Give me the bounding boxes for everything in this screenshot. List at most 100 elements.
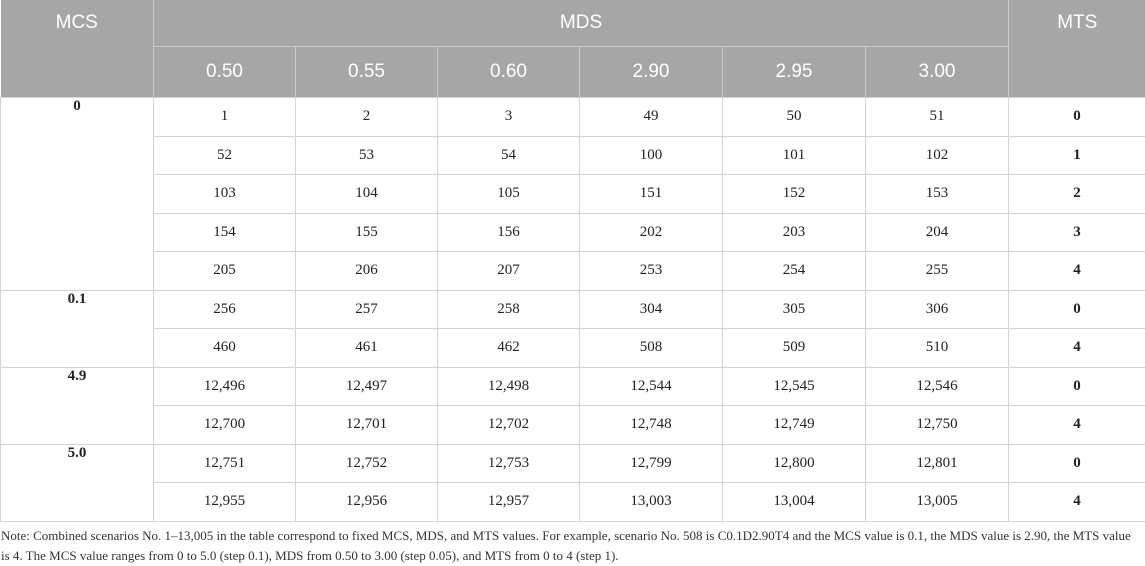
mts-value: 4 (1009, 329, 1145, 368)
mcs-header: MCS (1, 0, 154, 98)
scenario-cell: 306 (866, 290, 1009, 329)
scenario-cell: 510 (866, 329, 1009, 368)
scenario-cell: 155 (296, 213, 438, 252)
table-row: 154 155 156 202 203 204 3 (1, 213, 1145, 252)
table-row: 12,700 12,701 12,702 12,748 12,749 12,75… (1, 406, 1145, 445)
scenario-cell: 156 (438, 213, 580, 252)
scenario-cell: 12,956 (296, 483, 438, 522)
mcs-value: 5.0 (1, 444, 154, 521)
mds-value-header: 0.50 (154, 47, 296, 98)
scenario-cell: 12,496 (154, 367, 296, 406)
scenario-cell: 254 (723, 252, 866, 291)
scenario-cell: 101 (723, 136, 866, 175)
scenario-cell: 12,497 (296, 367, 438, 406)
table-row: 0.1 256 257 258 304 305 306 0 (1, 290, 1145, 329)
scenario-cell: 13,003 (580, 483, 723, 522)
mcs-value: 4.9 (1, 367, 154, 444)
table-row: 52 53 54 100 101 102 1 (1, 136, 1145, 175)
scenario-cell: 258 (438, 290, 580, 329)
mts-header: MTS (1009, 0, 1145, 98)
scenario-cell: 12,750 (866, 406, 1009, 445)
mds-value-header: 3.00 (866, 47, 1009, 98)
mts-value: 0 (1009, 98, 1145, 137)
table-row: 4.9 12,496 12,497 12,498 12,544 12,545 1… (1, 367, 1145, 406)
scenario-cell: 256 (154, 290, 296, 329)
scenario-cell: 50 (723, 98, 866, 137)
scenario-cell: 12,799 (580, 444, 723, 483)
scenario-cell: 253 (580, 252, 723, 291)
scenario-cell: 462 (438, 329, 580, 368)
mts-value: 0 (1009, 290, 1145, 329)
mts-value: 0 (1009, 367, 1145, 406)
table-note: Note: Combined scenarios No. 1–13,005 in… (1, 526, 1141, 566)
mts-value: 0 (1009, 444, 1145, 483)
scenario-cell: 207 (438, 252, 580, 291)
scenario-cell: 13,004 (723, 483, 866, 522)
scenario-cell: 12,800 (723, 444, 866, 483)
scenario-cell: 49 (580, 98, 723, 137)
scenario-cell: 461 (296, 329, 438, 368)
scenario-cell: 12,546 (866, 367, 1009, 406)
mcs-value: 0.1 (1, 290, 154, 367)
scenario-cell: 2 (296, 98, 438, 137)
scenario-cell: 53 (296, 136, 438, 175)
scenario-cell: 205 (154, 252, 296, 291)
mcs-value: 0 (1, 98, 154, 291)
scenario-cell: 304 (580, 290, 723, 329)
scenario-cell: 100 (580, 136, 723, 175)
scenario-cell: 12,752 (296, 444, 438, 483)
scenario-cell: 12,748 (580, 406, 723, 445)
scenario-cell: 105 (438, 175, 580, 214)
scenario-cell: 52 (154, 136, 296, 175)
scenario-cell: 204 (866, 213, 1009, 252)
scenario-cell: 3 (438, 98, 580, 137)
mds-header: MDS (154, 0, 1009, 47)
mts-value: 1 (1009, 136, 1145, 175)
scenario-cell: 257 (296, 290, 438, 329)
scenario-cell: 12,955 (154, 483, 296, 522)
scenario-cell: 12,801 (866, 444, 1009, 483)
scenario-cell: 12,700 (154, 406, 296, 445)
scenario-cell: 12,753 (438, 444, 580, 483)
table-row: 0 1 2 3 49 50 51 0 (1, 98, 1145, 137)
scenario-cell: 104 (296, 175, 438, 214)
scenario-cell: 153 (866, 175, 1009, 214)
scenario-cell: 54 (438, 136, 580, 175)
table-header: MCS MDS MTS 0.50 0.55 0.60 2.90 2.95 3.0… (1, 0, 1145, 98)
scenario-cell: 12,957 (438, 483, 580, 522)
scenario-cell: 460 (154, 329, 296, 368)
mds-value-header: 0.55 (296, 47, 438, 98)
scenario-cell: 13,005 (866, 483, 1009, 522)
scenario-cell: 103 (154, 175, 296, 214)
mts-value: 3 (1009, 213, 1145, 252)
scenario-cell: 151 (580, 175, 723, 214)
scenario-cell: 102 (866, 136, 1009, 175)
scenario-cell: 12,544 (580, 367, 723, 406)
scenario-cell: 202 (580, 213, 723, 252)
mts-value: 4 (1009, 252, 1145, 291)
scenario-cell: 51 (866, 98, 1009, 137)
scenario-cell: 12,498 (438, 367, 580, 406)
scenario-cell: 1 (154, 98, 296, 137)
scenario-cell: 508 (580, 329, 723, 368)
scenario-cell: 12,545 (723, 367, 866, 406)
scenario-cell: 12,702 (438, 406, 580, 445)
mts-value: 4 (1009, 483, 1145, 522)
table-row: 5.0 12,751 12,752 12,753 12,799 12,800 1… (1, 444, 1145, 483)
scenario-cell: 12,701 (296, 406, 438, 445)
table-row: 205 206 207 253 254 255 4 (1, 252, 1145, 291)
scenario-cell: 12,751 (154, 444, 296, 483)
mds-value-header: 2.95 (723, 47, 866, 98)
scenario-table: MCS MDS MTS 0.50 0.55 0.60 2.90 2.95 3.0… (0, 0, 1145, 522)
table-row: 12,955 12,956 12,957 13,003 13,004 13,00… (1, 483, 1145, 522)
scenario-cell: 154 (154, 213, 296, 252)
scenario-cell: 305 (723, 290, 866, 329)
scenario-cell: 509 (723, 329, 866, 368)
mds-value-header: 0.60 (438, 47, 580, 98)
mts-value: 2 (1009, 175, 1145, 214)
scenario-cell: 203 (723, 213, 866, 252)
table-row: 103 104 105 151 152 153 2 (1, 175, 1145, 214)
scenario-cell: 152 (723, 175, 866, 214)
mds-value-header: 2.90 (580, 47, 723, 98)
mts-value: 4 (1009, 406, 1145, 445)
